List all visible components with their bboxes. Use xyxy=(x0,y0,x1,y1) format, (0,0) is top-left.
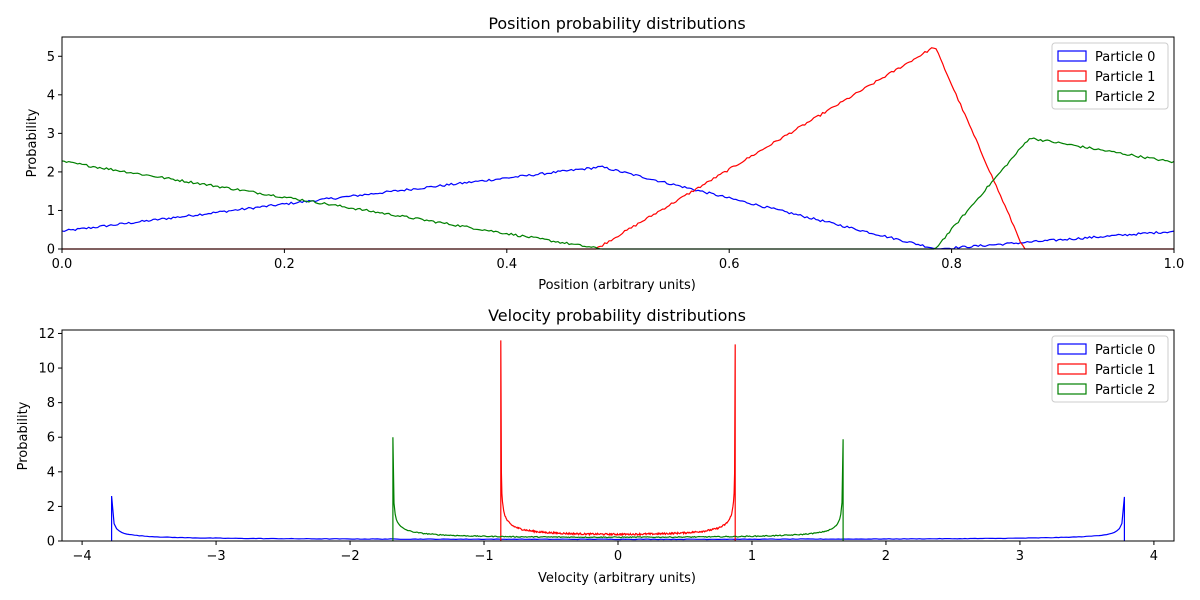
legend-label: Particle 0 xyxy=(1095,343,1155,358)
velocity-chart: Velocity probability distributions Veloc… xyxy=(16,306,1175,586)
position-chart: Position probability distributions Posit… xyxy=(25,14,1184,293)
x-tick-label: −2 xyxy=(340,549,359,564)
y-tick-label: 8 xyxy=(47,396,55,411)
x-axis-label: Position (arbitrary units) xyxy=(538,278,696,293)
legend-label: Particle 2 xyxy=(1095,90,1155,105)
plot-frame xyxy=(61,329,1175,542)
legend-swatch xyxy=(1057,343,1087,355)
legend-swatch xyxy=(1057,50,1087,62)
x-tick-label: −4 xyxy=(73,549,92,564)
series-2-line xyxy=(392,437,844,541)
y-tick-label: 2 xyxy=(47,165,55,180)
legend-swatch xyxy=(1057,363,1087,375)
chart-title: Velocity probability distributions xyxy=(488,306,746,325)
series-0-line xyxy=(61,165,1175,250)
series-1-line xyxy=(500,340,736,541)
y-tick-label: 2 xyxy=(47,500,55,515)
legend-box xyxy=(1051,335,1169,403)
x-tick-label: −1 xyxy=(474,549,493,564)
y-tick-label: 4 xyxy=(47,465,55,480)
y-tick-label: 5 xyxy=(47,50,55,65)
x-tick-label: 0.6 xyxy=(719,257,740,272)
x-tick-label: 0.4 xyxy=(496,257,517,272)
legend: Particle 0 Particle 1 Particle 2 xyxy=(1051,335,1169,403)
x-tick-label: 0.2 xyxy=(274,257,295,272)
series-1-line xyxy=(62,47,1174,250)
legend-swatch xyxy=(1057,70,1087,82)
chart-title: Position probability distributions xyxy=(488,14,745,33)
y-tick-label: 10 xyxy=(38,362,55,377)
y-axis-label: Probability xyxy=(16,401,31,470)
series-0-line xyxy=(111,495,1125,541)
x-axis-label: Velocity (arbitrary units) xyxy=(538,571,696,586)
x-tick-label: 4 xyxy=(1150,549,1158,564)
x-tick-label: 0.8 xyxy=(941,257,962,272)
legend: Particle 0 Particle 1 Particle 2 xyxy=(1051,42,1169,110)
plot-frame xyxy=(61,36,1175,250)
x-tick-label: 2 xyxy=(882,549,890,564)
x-tick-label: −3 xyxy=(206,549,225,564)
legend-label: Particle 1 xyxy=(1095,70,1155,85)
y-tick-label: 4 xyxy=(47,88,55,103)
x-tick-label: 3 xyxy=(1016,549,1024,564)
y-axis-label: Probability xyxy=(25,108,40,177)
y-tick-label: 0 xyxy=(47,535,55,550)
x-tick-label: 0.0 xyxy=(52,257,73,272)
legend-swatch xyxy=(1057,90,1087,102)
legend-box xyxy=(1051,42,1169,110)
legend-swatch xyxy=(1057,383,1087,395)
y-tick-label: 0 xyxy=(47,243,55,258)
y-tick-label: 12 xyxy=(38,327,55,342)
series-2-line xyxy=(61,137,1175,250)
legend-label: Particle 1 xyxy=(1095,363,1155,378)
y-tick-label: 6 xyxy=(47,431,55,446)
y-tick-label: 1 xyxy=(47,204,55,219)
x-tick-label: 0 xyxy=(614,549,622,564)
x-tick-label: 1 xyxy=(748,549,756,564)
legend-label: Particle 0 xyxy=(1095,50,1155,65)
y-tick-label: 3 xyxy=(47,127,55,142)
x-tick-label: 1.0 xyxy=(1164,257,1185,272)
legend-label: Particle 2 xyxy=(1095,383,1155,398)
